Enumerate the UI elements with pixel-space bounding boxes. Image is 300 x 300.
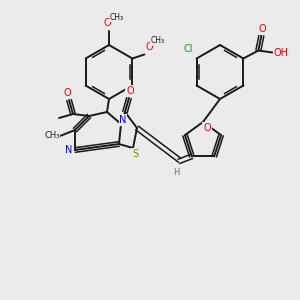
Text: CH₃: CH₃ (150, 36, 164, 45)
Text: Cl: Cl (184, 44, 194, 53)
Text: N: N (65, 145, 73, 155)
Text: CH₃: CH₃ (44, 131, 60, 140)
Text: S: S (132, 149, 138, 159)
Text: O: O (203, 123, 211, 133)
Text: O: O (146, 41, 153, 52)
Text: N: N (119, 115, 127, 125)
Text: O: O (63, 88, 71, 98)
Text: OH: OH (274, 47, 289, 58)
Text: O: O (103, 18, 111, 28)
Text: H: H (172, 168, 179, 177)
Text: O: O (259, 25, 266, 34)
Text: CH₃: CH₃ (110, 13, 124, 22)
Text: O: O (126, 86, 134, 96)
